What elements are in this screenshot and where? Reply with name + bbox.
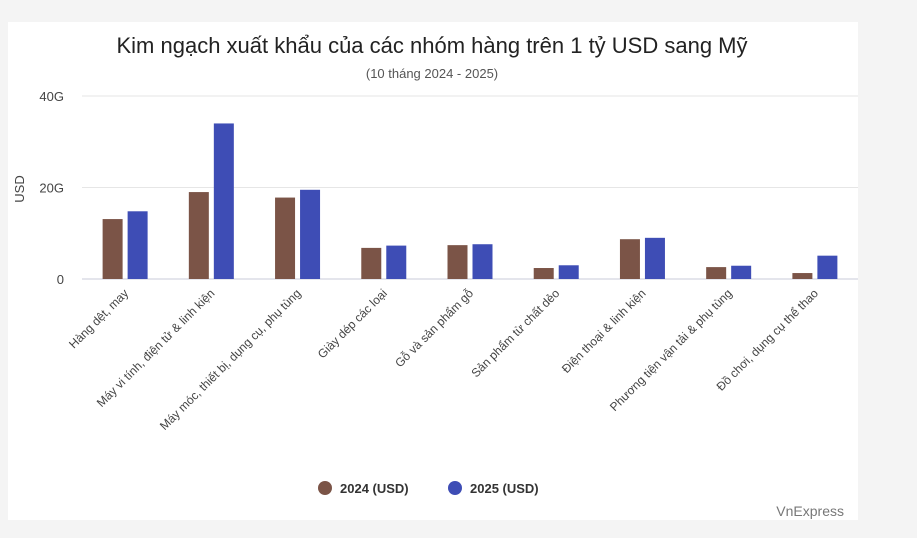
x-category-label: Điện thoại & linh kiện: [559, 286, 649, 376]
chart-canvas: Kim ngạch xuất khẩu của các nhóm hàng tr…: [12, 33, 858, 519]
bar-2025[interactable]: [817, 255, 838, 279]
chart-subtitle: (10 tháng 2024 - 2025): [366, 66, 498, 81]
bar-2025[interactable]: [386, 245, 407, 279]
x-category-label: Giày dép các loại: [315, 286, 390, 361]
bar-2024[interactable]: [619, 239, 640, 279]
chart-card: Kim ngạch xuất khẩu của các nhóm hàng tr…: [8, 22, 858, 520]
x-category-label: Đồ chơi, dụng cụ thể thao: [714, 286, 822, 394]
legend-label[interactable]: 2025 (USD): [470, 481, 539, 496]
y-axis-label: USD: [12, 175, 27, 202]
y-tick-label: 20G: [39, 181, 64, 196]
bar-2024[interactable]: [102, 219, 123, 279]
bar-2024[interactable]: [447, 245, 468, 279]
bar-2024[interactable]: [275, 197, 296, 279]
legend-label[interactable]: 2024 (USD): [340, 481, 409, 496]
bar-2025[interactable]: [300, 189, 321, 279]
bar-2024[interactable]: [188, 192, 209, 279]
x-category-label: Hàng dệt, may: [66, 286, 131, 351]
bar-2025[interactable]: [472, 244, 493, 279]
bar-2024[interactable]: [533, 268, 554, 279]
bars: [102, 123, 838, 279]
y-tick-label: 0: [57, 272, 64, 287]
bar-2024[interactable]: [361, 247, 382, 279]
x-category-label: Máy móc, thiết bị, dụng cụ, phụ tùng: [157, 286, 304, 433]
gridlines: 0 20G 40G: [39, 89, 858, 287]
bar-2025[interactable]: [127, 211, 148, 279]
x-category-label: Sản phẩm từ chất dẻo: [468, 286, 562, 380]
bar-2025[interactable]: [558, 265, 579, 279]
bar-2025[interactable]: [213, 123, 234, 279]
chart-title: Kim ngạch xuất khẩu của các nhóm hàng tr…: [117, 33, 748, 58]
legend-marker[interactable]: [318, 481, 332, 495]
bar-2025[interactable]: [644, 237, 665, 279]
bar-2024[interactable]: [706, 267, 727, 279]
source-credit: VnExpress: [776, 503, 844, 519]
x-category-label: Gỗ và sản phẩm gỗ: [391, 285, 476, 370]
y-tick-label: 40G: [39, 89, 64, 104]
legend-marker[interactable]: [448, 481, 462, 495]
bar-2024[interactable]: [792, 273, 813, 279]
legend[interactable]: 2024 (USD) 2025 (USD): [318, 481, 539, 496]
bar-2025[interactable]: [731, 265, 752, 279]
